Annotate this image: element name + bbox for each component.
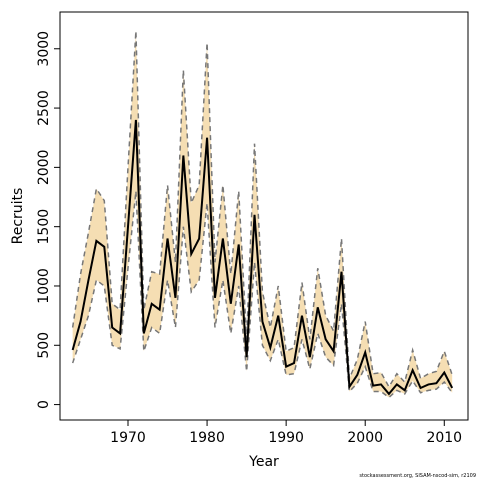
x-tick-label: 1970 — [110, 430, 146, 446]
y-axis-label: Recruits — [10, 188, 26, 245]
y-tick-label: 0 — [36, 400, 52, 409]
x-tick-label: 1990 — [268, 430, 304, 446]
y-tick-label: 2000 — [36, 150, 52, 186]
estimate-line — [71, 119, 454, 396]
x-tick-label: 2000 — [347, 430, 383, 446]
footnote: stockassessment.org, SISAM-nscod-sim, r2… — [359, 473, 476, 479]
x-tick-label: 1980 — [189, 430, 225, 446]
lower-bound-line — [71, 191, 453, 399]
x-axis-label: Year — [248, 454, 279, 470]
x-tick-label: 2010 — [426, 430, 462, 446]
y-tick-label: 3000 — [36, 31, 52, 67]
y-tick-label: 500 — [36, 332, 52, 359]
y-tick-label: 1000 — [36, 268, 52, 304]
y-tick-label: 2500 — [36, 90, 52, 126]
plot-frame — [59, 11, 469, 421]
y-tick-label: 1500 — [36, 209, 52, 245]
